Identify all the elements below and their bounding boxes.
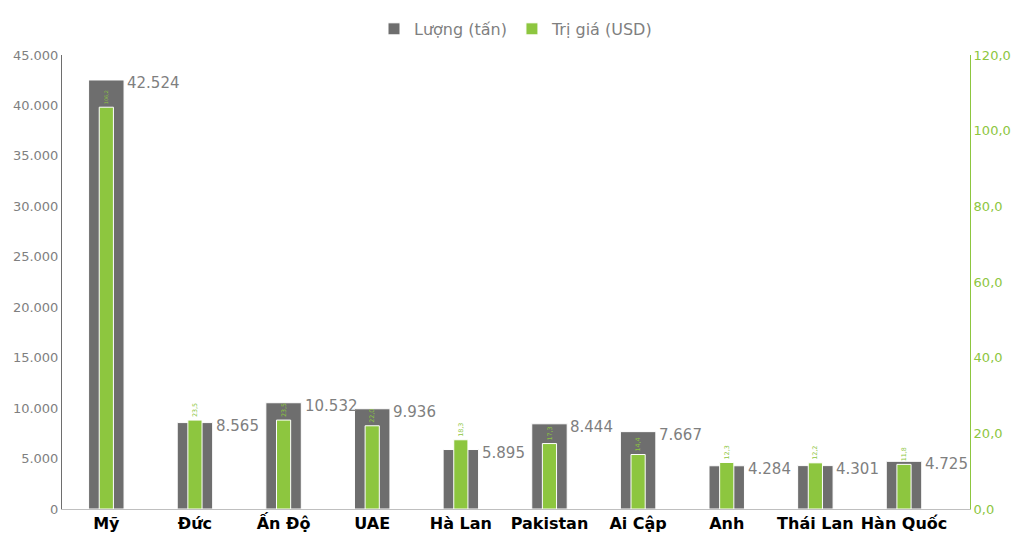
svg-text:80,0: 80,0	[974, 199, 1003, 214]
svg-text:120,0: 120,0	[974, 48, 1011, 63]
svg-text:60,0: 60,0	[974, 275, 1003, 290]
svg-text:7.667: 7.667	[659, 426, 702, 444]
svg-text:Trị giá (USD): Trị giá (USD)	[551, 20, 652, 39]
svg-text:5.000: 5.000	[21, 451, 58, 466]
svg-text:23,5: 23,5	[280, 403, 287, 417]
svg-text:17,3: 17,3	[546, 426, 553, 440]
svg-text:20.000: 20.000	[13, 300, 59, 315]
svg-text:22,0: 22,0	[368, 409, 375, 423]
svg-text:Đức: Đức	[178, 514, 212, 533]
svg-text:8.444: 8.444	[570, 418, 613, 436]
svg-text:4.284: 4.284	[748, 460, 791, 478]
svg-text:9.936: 9.936	[393, 403, 436, 421]
svg-text:18,3: 18,3	[457, 423, 464, 437]
svg-text:Hà Lan: Hà Lan	[430, 514, 492, 533]
svg-text:20,0: 20,0	[974, 426, 1003, 441]
svg-text:45.000: 45.000	[13, 48, 59, 63]
svg-text:14,4: 14,4	[634, 437, 642, 451]
svg-text:25.000: 25.000	[13, 249, 59, 264]
svg-text:Thái Lan: Thái Lan	[777, 514, 854, 533]
svg-text:10.532: 10.532	[305, 397, 358, 415]
svg-text:11,8: 11,8	[900, 447, 907, 461]
svg-text:40,0: 40,0	[974, 350, 1003, 365]
svg-text:Mỹ: Mỹ	[93, 514, 120, 533]
svg-text:Ấn Độ: Ấn Độ	[257, 512, 311, 533]
svg-text:12,2: 12,2	[811, 446, 818, 460]
svg-text:40.000: 40.000	[13, 98, 59, 113]
svg-text:12,3: 12,3	[723, 445, 730, 459]
svg-text:15.000: 15.000	[13, 350, 59, 365]
svg-text:10.000: 10.000	[13, 401, 59, 416]
svg-text:100,0: 100,0	[974, 123, 1011, 138]
svg-text:Anh: Anh	[709, 514, 744, 533]
svg-text:Ai Cập: Ai Cập	[609, 514, 666, 533]
svg-text:106,2: 106,2	[103, 90, 109, 104]
svg-text:8.565: 8.565	[216, 417, 259, 435]
svg-text:23,5: 23,5	[191, 403, 198, 417]
svg-text:Pakistan: Pakistan	[511, 514, 589, 533]
svg-text:4.301: 4.301	[836, 460, 879, 478]
svg-text:Lượng (tấn): Lượng (tấn)	[414, 20, 507, 39]
svg-text:4.725: 4.725	[925, 455, 968, 473]
svg-text:0,0: 0,0	[974, 502, 995, 517]
svg-text:42.524: 42.524	[127, 74, 180, 92]
svg-text:0: 0	[50, 502, 58, 517]
svg-text:30.000: 30.000	[13, 199, 59, 214]
svg-text:5.895: 5.895	[482, 444, 525, 462]
svg-text:UAE: UAE	[354, 514, 390, 533]
svg-text:35.000: 35.000	[13, 148, 59, 163]
svg-text:Hàn Quốc: Hàn Quốc	[861, 514, 948, 533]
